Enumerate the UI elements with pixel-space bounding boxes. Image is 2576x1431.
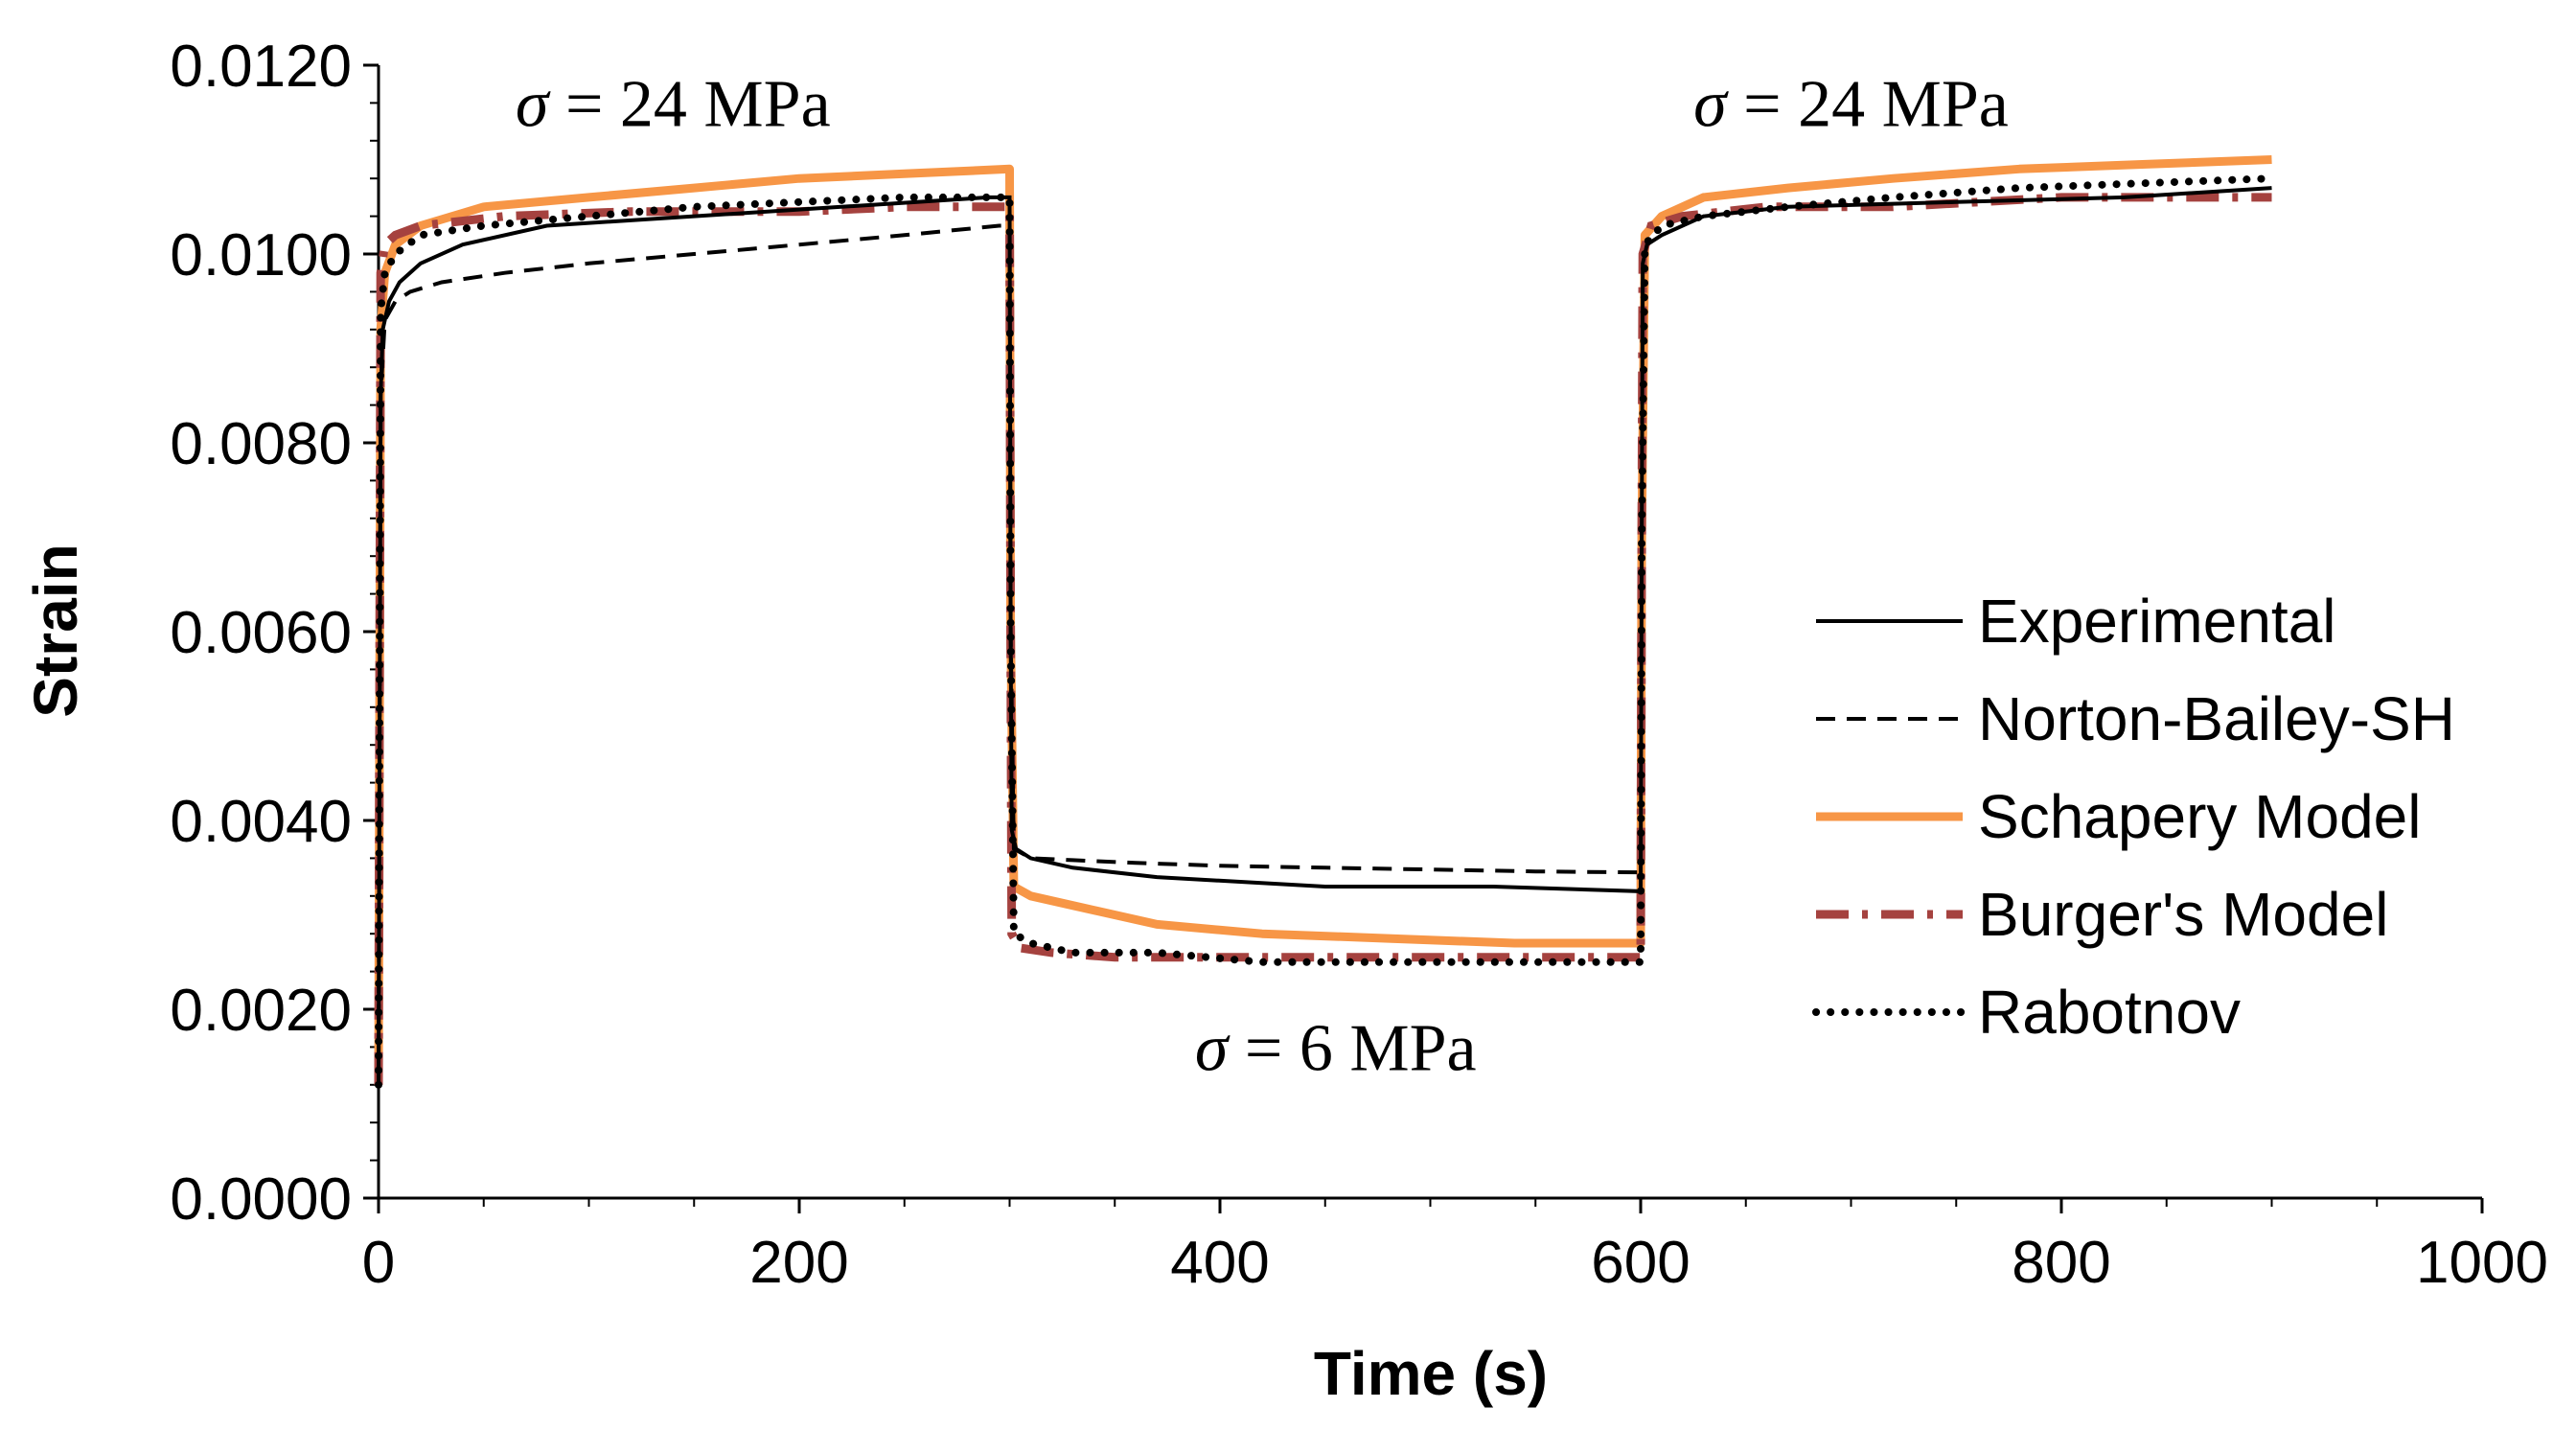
y-tick-label: 0.0060 — [170, 600, 352, 666]
x-tick-label: 1000 — [2416, 1230, 2548, 1296]
x-tick-label: 0 — [362, 1230, 395, 1296]
stress-annotation: σ = 6 MPa — [1195, 1011, 1477, 1085]
x-tick-label: 200 — [749, 1230, 848, 1296]
sigma-symbol: σ — [516, 67, 551, 141]
series-line-schapery-model — [374, 155, 2272, 1085]
stress-value: = 24 MPa — [1727, 67, 2009, 141]
legend-label-schapery-model: Schapery Model — [1978, 782, 2421, 851]
legend-label-norton-bailey-sh: Norton-Bailey-SH — [1978, 684, 2455, 753]
series-layer — [374, 155, 2276, 1089]
sigma-symbol: σ — [1195, 1011, 1230, 1085]
series-line-norton-bailey-sh — [377, 223, 1642, 1085]
series-line-burger-s-model — [374, 193, 2272, 1085]
x-tick-label: 400 — [1170, 1230, 1269, 1296]
axes: 0.0000 0.0020 0.0040 0.0060 0.0080 0.0100 0.01… — [170, 34, 2548, 1296]
x-axis-title: Time (s) — [1314, 1339, 1548, 1408]
legend-label-burger-s-model: Burger's Model — [1978, 880, 2388, 949]
x-tick-label: 800 — [2012, 1230, 2110, 1296]
x-tick-label: 600 — [1591, 1230, 1690, 1296]
y-tick-label: 0.0080 — [170, 411, 352, 477]
y-tick-label: 0.0020 — [170, 978, 352, 1044]
stress-value: = 6 MPa — [1228, 1011, 1476, 1085]
legend: Experimental Norton-Bailey-SH Schapery Mod… — [1812, 587, 2455, 1047]
stress-annotation: σ = 24 MPa — [1693, 67, 2009, 141]
sigma-symbol: σ — [1693, 67, 1729, 141]
y-tick-label: 0.0000 — [170, 1166, 352, 1233]
stress-annotation: σ = 24 MPa — [516, 67, 831, 141]
y-tick-label: 0.0040 — [170, 789, 352, 855]
y-tick-label: 0.0120 — [170, 34, 352, 100]
stress-value: = 24 MPa — [548, 67, 830, 141]
y-axis-title: Strain — [21, 543, 90, 717]
legend-label-experimental: Experimental — [1978, 587, 2336, 656]
y-tick-label: 0.0100 — [170, 222, 352, 289]
legend-label-rabotnov: Rabotnov — [1978, 978, 2241, 1047]
series-line-rabotnov — [375, 174, 2276, 1089]
